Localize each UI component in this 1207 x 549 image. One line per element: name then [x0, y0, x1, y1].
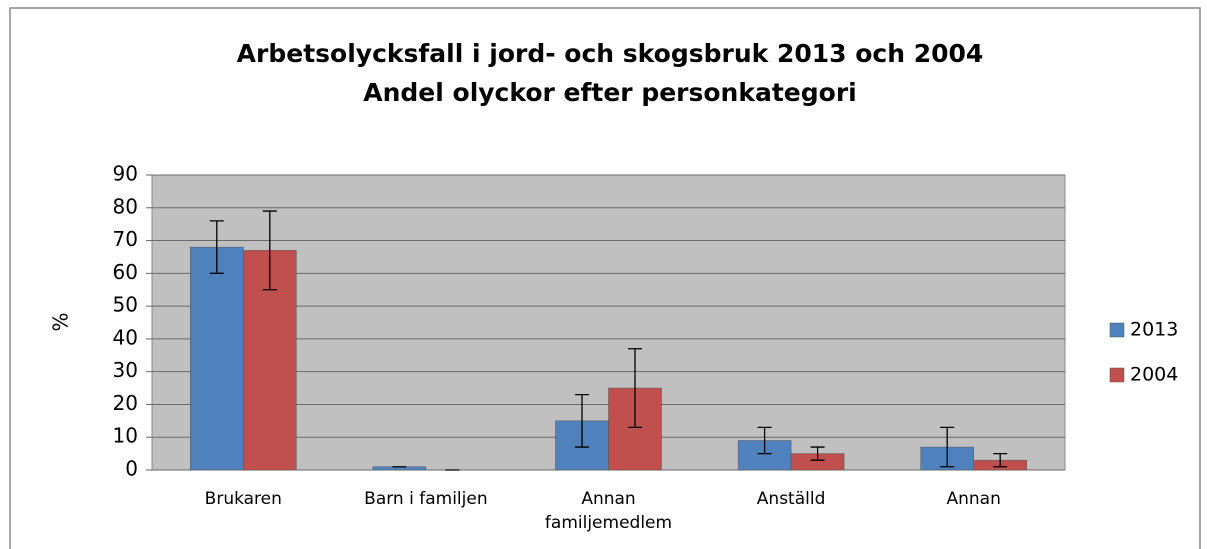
y-tick-label: 0 — [125, 457, 138, 481]
chart-subtitle: Andel olyckor efter personkategori — [363, 78, 856, 107]
legend-swatch — [1109, 322, 1125, 338]
legend-swatch — [1109, 367, 1125, 383]
y-tick-label: 50 — [113, 293, 138, 317]
x-tick-label: Brukaren — [204, 489, 282, 509]
y-tick-label: 30 — [113, 358, 138, 382]
y-tick-label: 60 — [113, 260, 138, 284]
legend-label: 2004 — [1130, 364, 1178, 386]
y-tick-label: 10 — [113, 424, 138, 448]
error-bar — [628, 348, 642, 429]
y-tick-label: 90 — [113, 162, 138, 186]
legend-label: 2013 — [1130, 319, 1178, 341]
y-tick-label: 20 — [113, 391, 138, 415]
error-bar — [940, 426, 955, 468]
bar — [190, 246, 244, 471]
y-axis-label: % — [49, 312, 73, 331]
y-tick-label: 70 — [113, 227, 138, 251]
error-bar — [575, 393, 589, 448]
x-tick-label: Barn i familjen — [364, 489, 488, 509]
error-bar — [757, 426, 772, 455]
x-tick-label: Annan familjemedlem — [544, 489, 673, 533]
x-tick-label: Annan — [946, 489, 1001, 509]
error-bar — [209, 220, 224, 274]
error-bar — [993, 452, 1008, 468]
x-tick-label: Anställd — [756, 489, 826, 509]
chart-title: Arbetsolycksfall i jord- och skogsbruk 2… — [237, 39, 984, 68]
y-tick-label: 80 — [113, 194, 138, 218]
error-bar — [262, 210, 277, 291]
y-tick-label: 40 — [113, 325, 138, 349]
error-bar — [810, 446, 825, 461]
